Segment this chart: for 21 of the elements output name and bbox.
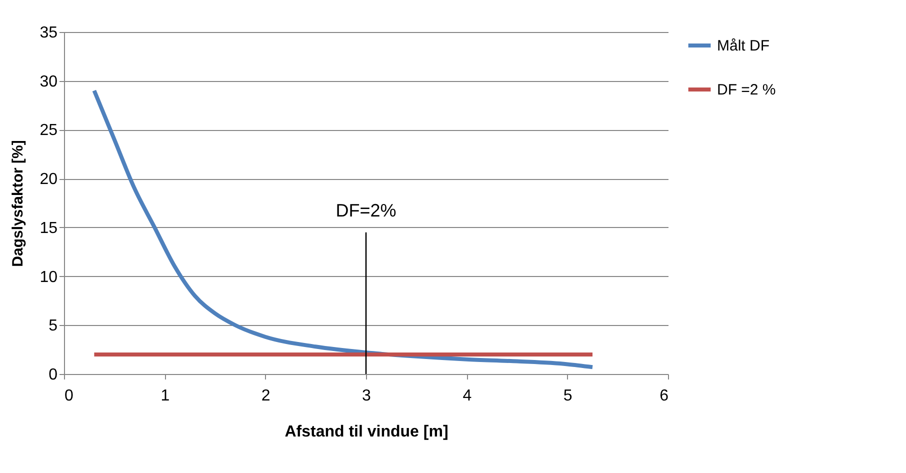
x-tick-label: 2 [261, 388, 270, 404]
y-tick-label: 30 [40, 73, 58, 90]
x-tick-label: 4 [462, 388, 472, 404]
y-tick-label: 15 [40, 220, 58, 237]
y-tick-label: 5 [48, 318, 58, 335]
y-tick-label: 10 [40, 268, 58, 286]
x-tick-label: 3 [362, 388, 372, 404]
x-tick-label: 6 [660, 388, 669, 404]
legend-label: DF =2 % [717, 82, 776, 98]
x-tick-label: 1 [160, 388, 170, 404]
x-tick-label: 5 [563, 388, 572, 404]
annotation: DF=2% [336, 200, 396, 220]
y-tick-label: 0 [48, 366, 58, 384]
y-tick-label: 25 [40, 122, 58, 140]
legend-label: Målt DF [717, 38, 770, 54]
x-tick-label: 0 [64, 388, 74, 404]
line-series [92, 88, 594, 370]
y-tick-label: 20 [40, 171, 58, 188]
y-axis-title: Dagslysfaktor [%] [10, 140, 27, 267]
x-axis-title: Afstand til vindue [m] [284, 424, 448, 440]
y-tick-label: 35 [40, 24, 58, 42]
